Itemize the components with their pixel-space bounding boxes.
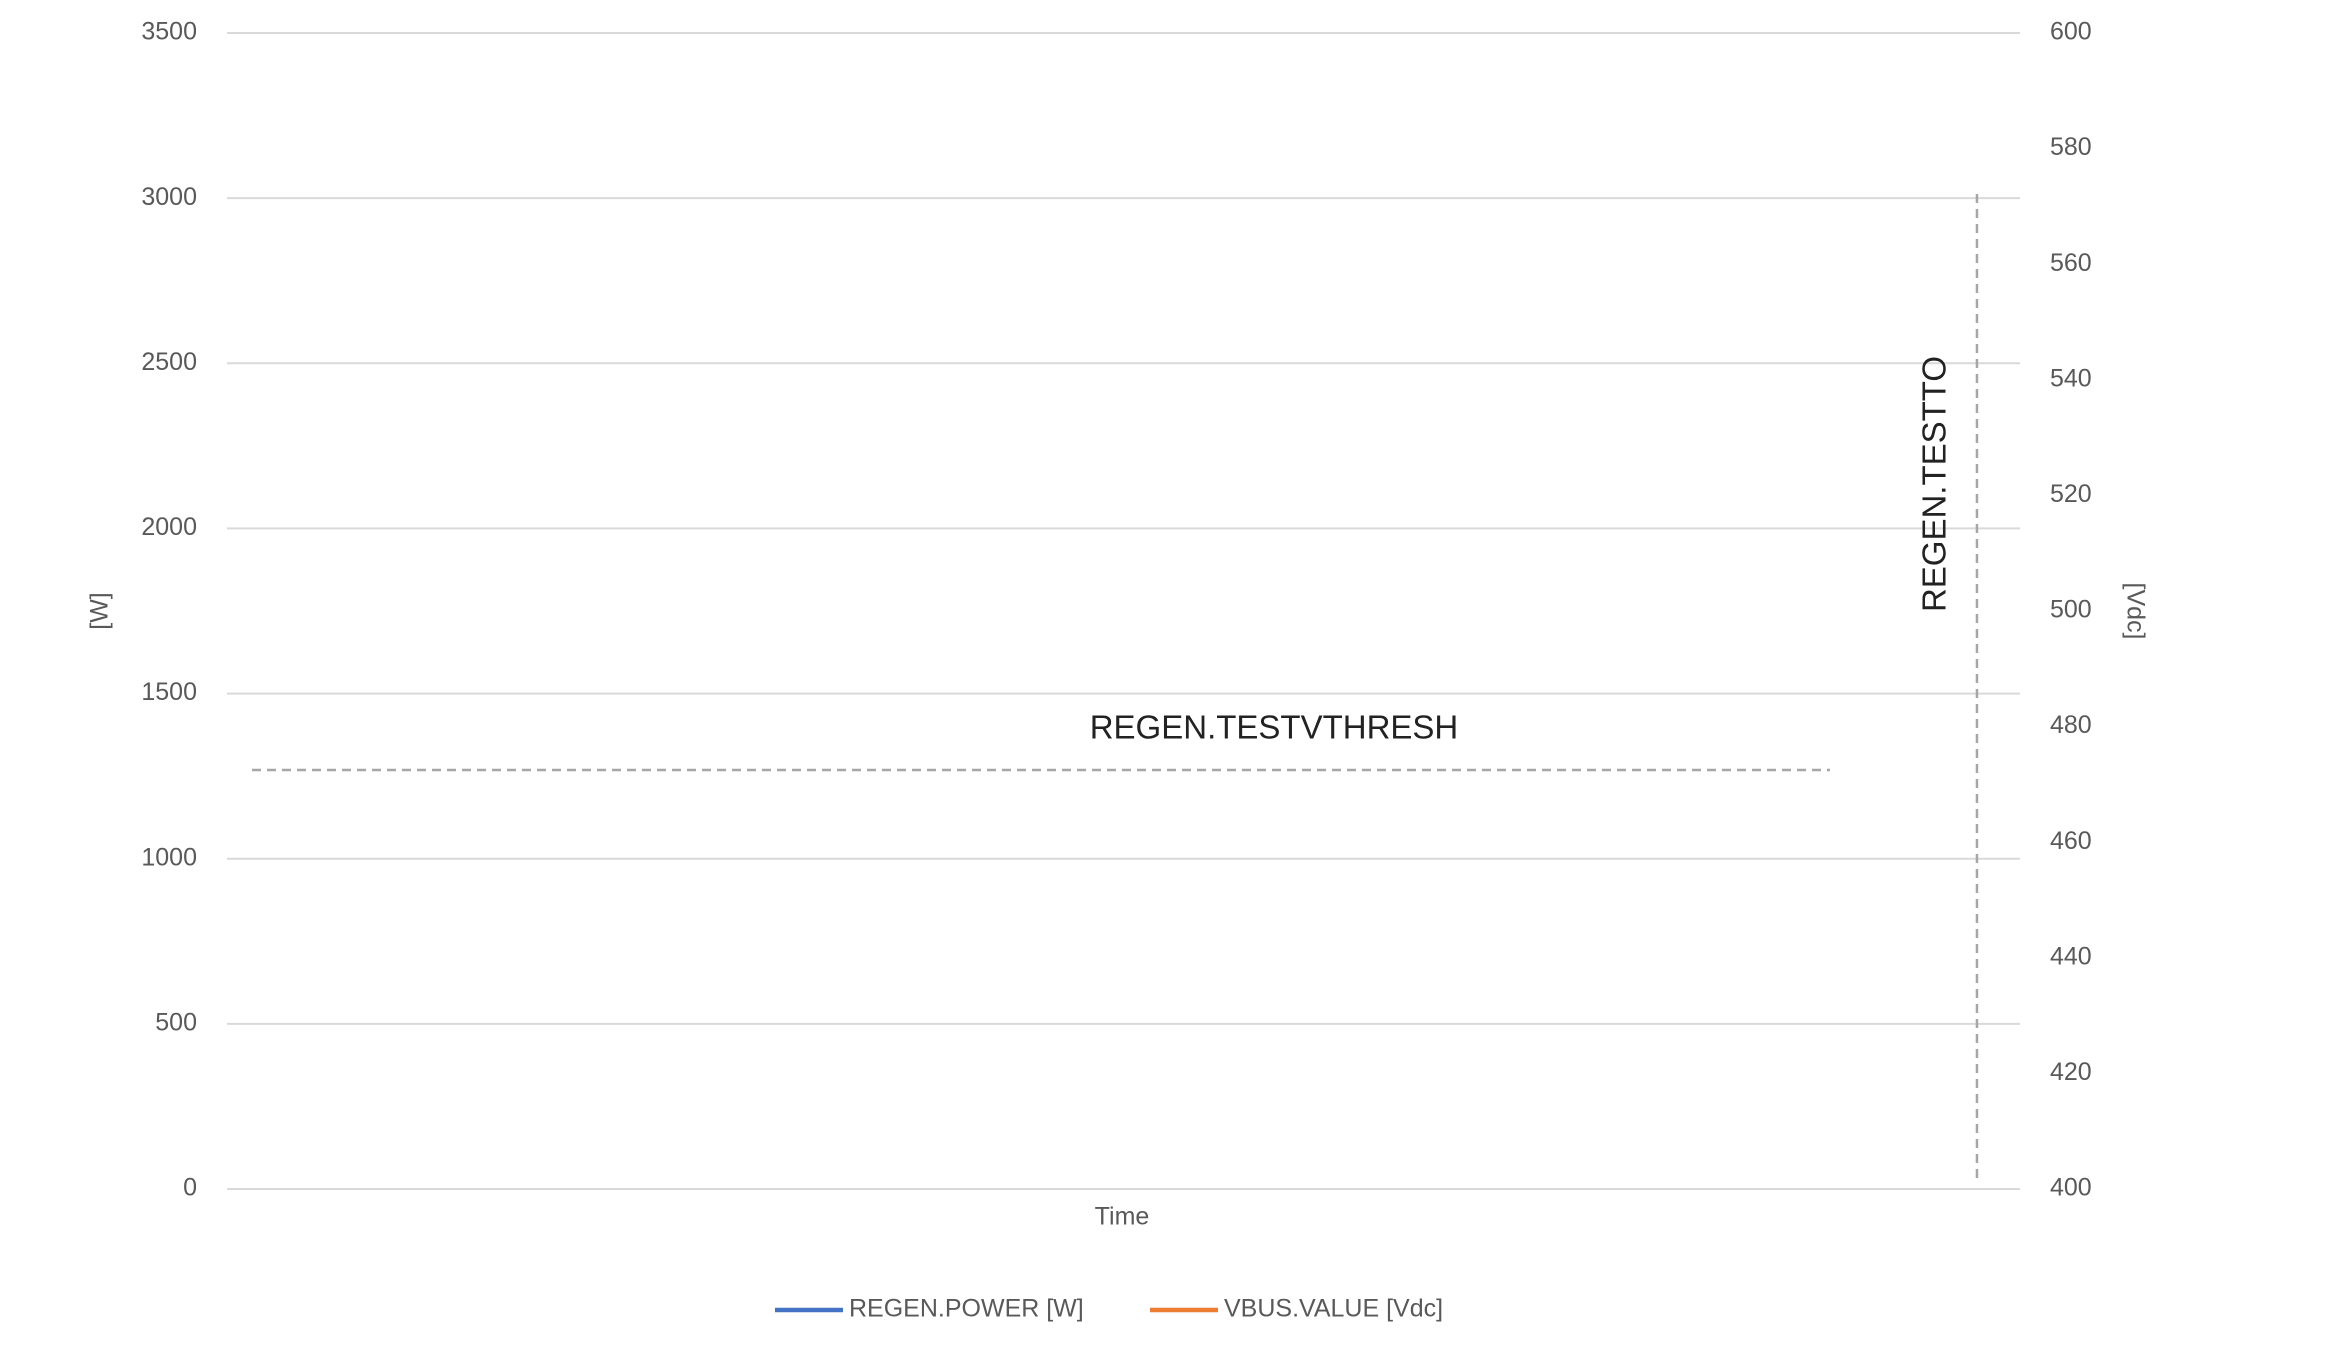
y-tick-label: 0 [183, 1174, 197, 1202]
y2-tick-label: 560 [2050, 249, 2092, 277]
legend-label: VBUS.VALUE [Vdc] [1224, 1295, 1443, 1323]
y-tick-label: 1500 [141, 678, 197, 706]
y2-tick-label: 400 [2050, 1174, 2092, 1202]
y2-tick-label: 420 [2050, 1058, 2092, 1086]
y-axis-label: [W] [86, 592, 114, 630]
y2-tick-label: 540 [2050, 364, 2092, 392]
y-tick-label: 2500 [141, 348, 197, 376]
y2-tick-label: 600 [2050, 18, 2092, 46]
y-tick-label: 3000 [141, 183, 197, 211]
y2-tick-label: 460 [2050, 827, 2092, 855]
y2-tick-label: 580 [2050, 133, 2092, 161]
y2-axis-label: [Vdc] [2121, 583, 2149, 640]
annotation: REGEN.TESTTO [1916, 356, 1953, 612]
y-tick-label: 1000 [141, 843, 197, 871]
annotation: REGEN.TESTVTHRESH [1090, 709, 1459, 746]
y2-tick-label: 520 [2050, 480, 2092, 508]
legend-label: REGEN.POWER [W] [849, 1295, 1084, 1323]
y-tick-label: 2000 [141, 513, 197, 541]
x-axis-label: Time [1095, 1203, 1150, 1231]
y-tick-label: 500 [155, 1008, 197, 1036]
y2-tick-label: 440 [2050, 942, 2092, 970]
y-tick-label: 3500 [141, 18, 197, 46]
y2-tick-label: 480 [2050, 711, 2092, 739]
y2-tick-label: 500 [2050, 596, 2092, 624]
